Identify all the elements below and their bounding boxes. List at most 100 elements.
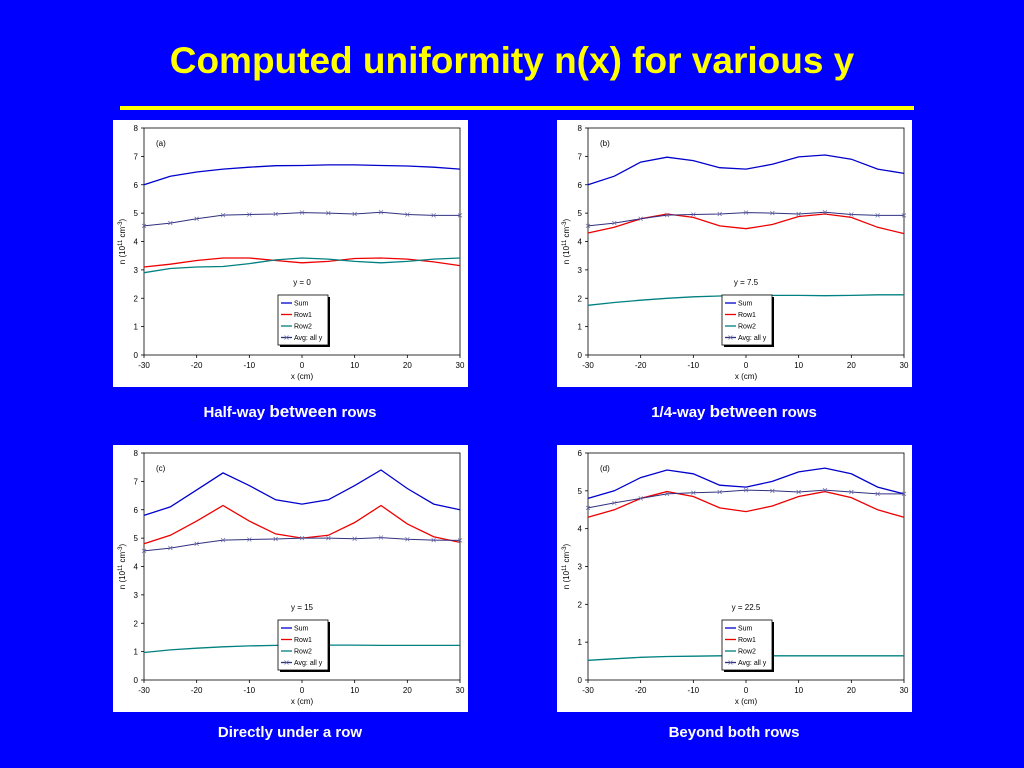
avg-point-marker (247, 537, 252, 542)
x-tick-label: 30 (900, 361, 909, 370)
x-tick-label: -30 (138, 361, 150, 370)
avg-point-marker (352, 211, 357, 217)
series-line-sum (143, 164, 461, 186)
x-axis-label: x (cm) (291, 697, 314, 706)
avg-point-marker (405, 212, 410, 217)
y-tick-label: 0 (578, 351, 583, 360)
legend-label: Row2 (738, 324, 756, 331)
avg-point-marker (168, 545, 173, 551)
legend-label: Avg: all y (738, 335, 767, 342)
avg-point-marker (612, 500, 617, 506)
x-tick-label: -20 (191, 686, 203, 695)
avg-point-marker (664, 212, 670, 218)
x-tick-label: 0 (300, 686, 305, 695)
y-tick-label: 1 (578, 638, 583, 647)
y-tick-label: 4 (134, 563, 139, 572)
avg-point-marker (638, 216, 643, 222)
y-tick-label: 0 (134, 676, 139, 685)
x-tick-label: -20 (191, 361, 203, 370)
y-tick-label: 6 (578, 449, 583, 458)
y-axis-label-part: 11 (562, 564, 568, 571)
avg-point-marker (585, 223, 591, 229)
chart-panel-c: 0 1 2 3 4 5 6 7 8 -30 -20 -10 0 10 20 30 x (cm) n (1011 c… (113, 445, 468, 712)
series-line-sum (143, 469, 461, 517)
y-tick-label: 8 (134, 124, 139, 133)
y-axis-label: n (1011 cm-3) (118, 218, 127, 264)
panel-label: (a) (156, 139, 166, 148)
y-axis-label-part: cm (118, 551, 127, 564)
avg-point-marker (168, 220, 173, 226)
series-line-row1 (587, 213, 905, 235)
y-tick-label: 6 (134, 181, 139, 190)
title-divider (120, 106, 914, 110)
avg-point-marker (405, 537, 410, 542)
x-tick-label: 20 (847, 686, 856, 695)
y-axis-label-part: -3 (118, 546, 124, 552)
y-tick-label: 3 (578, 266, 583, 275)
x-tick-label: -30 (138, 686, 150, 695)
y-axis-label-part: -3 (562, 221, 568, 227)
series-line-row1 (143, 257, 461, 268)
y-tick-label: 6 (578, 181, 583, 190)
avg-point-marker (273, 211, 278, 217)
x-tick-label: 10 (794, 686, 803, 695)
y-tick-label: 2 (134, 619, 139, 628)
x-tick-label: -30 (582, 361, 594, 370)
avg-point-marker (822, 487, 828, 493)
y-axis-label-part: 11 (562, 239, 568, 246)
y-axis-label-part: -3 (118, 221, 124, 227)
avg-point-marker (431, 213, 436, 218)
y-tick-label: 3 (578, 563, 583, 572)
avg-point-marker (743, 210, 749, 215)
chart-c: 0 1 2 3 4 5 6 7 8 -30 -20 -10 0 10 20 30 x (cm) n (1011 c… (118, 449, 465, 706)
y-tick-label: 5 (578, 487, 583, 496)
y-axis-label-part: n (10 (118, 245, 127, 264)
legend-label: Sum (738, 301, 753, 308)
avg-point-marker (875, 213, 880, 218)
y-tick-label: 8 (134, 449, 139, 458)
legend-label: Row2 (294, 324, 312, 331)
y-tick-label: 4 (578, 238, 583, 247)
y-axis-label-part: n (10 (118, 570, 127, 589)
avg-point-marker (194, 541, 199, 547)
y-axis-label: n (1011 cm-3) (562, 543, 571, 589)
x-axis-label: x (cm) (291, 372, 314, 381)
avg-point-marker (901, 213, 907, 218)
legend-marker (728, 660, 733, 665)
panel-label: (d) (600, 464, 610, 473)
y-tick-label: 2 (578, 294, 583, 303)
y-tick-label: 7 (134, 477, 139, 486)
legend: Sum Row1 Row2 Avg: all y (277, 294, 330, 347)
avg-point-marker (770, 488, 775, 494)
x-tick-label: 0 (300, 361, 305, 370)
x-tick-label: 10 (350, 686, 359, 695)
series-line-sum (587, 467, 905, 500)
avg-point-marker (220, 212, 226, 218)
legend-marker (284, 660, 289, 665)
x-tick-label: -10 (244, 361, 256, 370)
y-axis-label-part: -3 (562, 546, 568, 552)
avg-point-marker (326, 535, 331, 541)
y-tick-label: 7 (578, 152, 583, 161)
condition-annotation: y = 15 (291, 603, 314, 612)
series-line-sum (587, 154, 905, 186)
legend: Sum Row1 Row2 Avg: all y (721, 619, 774, 672)
series-line-row1 (587, 490, 905, 518)
avg-point-marker (141, 548, 147, 554)
y-axis-label-part: 11 (118, 239, 124, 246)
x-tick-label: 20 (847, 361, 856, 370)
caption-c: Directly under a row (90, 724, 490, 741)
chart-panel-d: 0 1 2 3 4 5 6 -30 -20 -10 0 10 20 30 x (cm) n (1011 cm-… (557, 445, 912, 712)
y-tick-label: 2 (134, 294, 139, 303)
avg-point-marker (691, 490, 696, 495)
avg-point-marker (717, 489, 722, 495)
legend-label: Row2 (294, 649, 312, 656)
y-tick-label: 5 (134, 534, 139, 543)
x-tick-label: 30 (456, 686, 465, 695)
caption-b: 1/4-way between rows (534, 402, 934, 422)
caption-d: Beyond both rows (534, 724, 934, 741)
x-tick-label: 0 (744, 361, 749, 370)
y-axis-label-part: ) (562, 543, 571, 546)
y-axis-label-part: cm (118, 226, 127, 239)
legend-label: Row1 (294, 637, 312, 644)
